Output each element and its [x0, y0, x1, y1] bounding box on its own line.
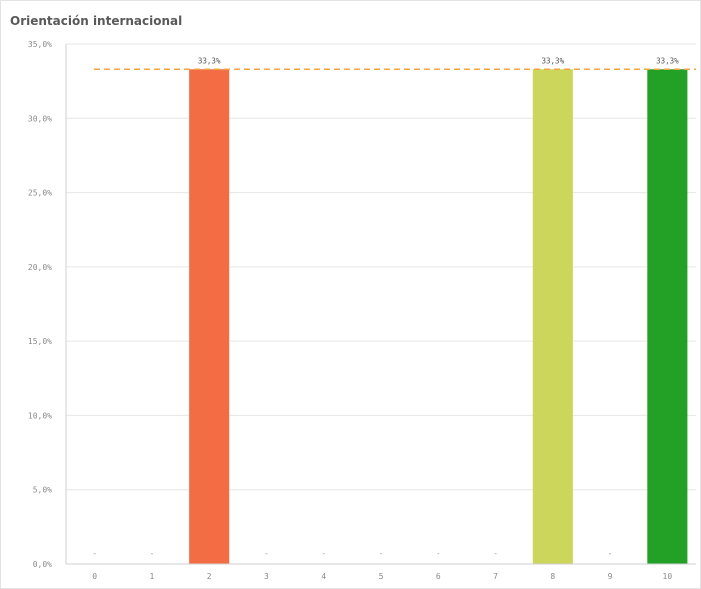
y-tick-label: 15,0% [28, 337, 52, 346]
x-tick-label: 0 [92, 572, 97, 581]
bar[interactable] [647, 69, 688, 564]
bars [189, 69, 688, 564]
data-label: - [92, 549, 97, 558]
x-tick-label: 7 [493, 572, 498, 581]
data-label: - [264, 549, 269, 558]
y-tick-label: 20,0% [28, 263, 52, 272]
x-tick-label: 3 [264, 572, 269, 581]
y-tick-label: 35,0% [28, 40, 52, 49]
data-label: 33,3% [656, 56, 679, 65]
y-tick-label: 10,0% [28, 411, 52, 420]
x-tick-label: 1 [149, 572, 154, 581]
chart-title: Orientación internacional [10, 14, 183, 28]
data-label: - [436, 549, 441, 558]
x-tick-label: 6 [436, 572, 441, 581]
x-tick-label: 4 [321, 572, 326, 581]
data-labels: - - 33,3% - - - - - 33,3% - 33,3% [92, 56, 679, 558]
x-tick-label: 5 [379, 572, 384, 581]
y-axis: 0,0% 5,0% 10,0% 15,0% 20,0% 25,0% 30,0% 35,0% [28, 40, 67, 569]
data-label: - [493, 549, 498, 558]
data-label: - [149, 549, 154, 558]
y-tick-label: 0,0% [33, 560, 52, 569]
bar[interactable] [189, 69, 230, 564]
x-tick-label: 9 [608, 572, 613, 581]
x-tick-label: 2 [207, 572, 212, 581]
data-label: 33,3% [542, 56, 565, 65]
x-tick-label: 10 [663, 572, 673, 581]
y-tick-label: 5,0% [33, 486, 52, 495]
data-label: - [608, 549, 613, 558]
y-tick-label: 25,0% [28, 189, 52, 198]
x-tick-label: 8 [550, 572, 555, 581]
data-label: 33,3% [198, 56, 221, 65]
bar[interactable] [532, 69, 573, 564]
y-tick-label: 30,0% [28, 114, 52, 123]
data-label: - [321, 549, 326, 558]
gridlines [66, 43, 696, 565]
data-label: - [379, 549, 384, 558]
x-axis: 0 1 2 3 4 5 6 7 8 9 10 [66, 563, 696, 581]
